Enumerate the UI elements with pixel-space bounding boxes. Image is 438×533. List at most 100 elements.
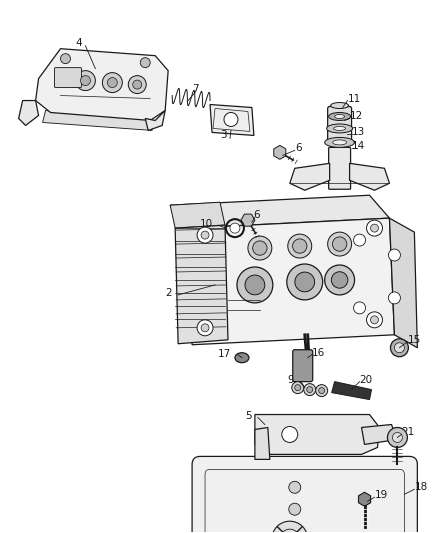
Circle shape <box>367 220 382 236</box>
Polygon shape <box>361 424 397 445</box>
Polygon shape <box>290 163 330 190</box>
Circle shape <box>197 227 213 243</box>
Circle shape <box>272 521 308 533</box>
Circle shape <box>60 54 71 63</box>
Ellipse shape <box>335 115 345 118</box>
Polygon shape <box>255 415 379 455</box>
Circle shape <box>102 72 122 93</box>
Text: 12: 12 <box>350 111 363 122</box>
Ellipse shape <box>331 102 349 109</box>
Circle shape <box>328 232 352 256</box>
Ellipse shape <box>328 112 350 120</box>
Circle shape <box>304 384 316 395</box>
Circle shape <box>201 324 209 332</box>
Text: 3: 3 <box>220 131 226 140</box>
Circle shape <box>367 312 382 328</box>
Circle shape <box>293 239 307 253</box>
Circle shape <box>388 427 407 447</box>
Circle shape <box>395 343 404 353</box>
Polygon shape <box>358 492 371 506</box>
Circle shape <box>389 249 400 261</box>
Ellipse shape <box>327 124 353 133</box>
Circle shape <box>75 71 95 91</box>
Circle shape <box>332 237 347 251</box>
Polygon shape <box>170 202 225 228</box>
Circle shape <box>237 267 273 303</box>
Circle shape <box>332 272 348 288</box>
Text: 6: 6 <box>295 143 301 154</box>
Circle shape <box>230 223 240 233</box>
Text: 10: 10 <box>200 219 213 229</box>
Text: 5: 5 <box>245 410 251 421</box>
Text: 11: 11 <box>348 93 361 103</box>
Polygon shape <box>332 382 371 400</box>
FancyBboxPatch shape <box>328 107 352 146</box>
Text: 17: 17 <box>218 349 231 359</box>
Circle shape <box>319 387 325 393</box>
Polygon shape <box>42 110 152 131</box>
Circle shape <box>201 231 209 239</box>
Circle shape <box>81 76 90 86</box>
Circle shape <box>289 503 301 515</box>
Circle shape <box>292 382 304 393</box>
Text: 14: 14 <box>352 141 365 151</box>
Text: 19: 19 <box>374 490 388 500</box>
Text: 9: 9 <box>288 375 294 385</box>
Circle shape <box>245 275 265 295</box>
Polygon shape <box>255 427 270 459</box>
Circle shape <box>316 385 328 397</box>
Circle shape <box>390 339 408 357</box>
Ellipse shape <box>325 138 355 148</box>
Text: 6: 6 <box>253 210 260 220</box>
Circle shape <box>128 76 146 94</box>
Circle shape <box>353 234 366 246</box>
Circle shape <box>371 316 378 324</box>
Circle shape <box>197 320 213 336</box>
Polygon shape <box>145 110 165 131</box>
Polygon shape <box>35 49 168 120</box>
FancyBboxPatch shape <box>192 456 417 533</box>
Circle shape <box>392 432 403 442</box>
Text: 4: 4 <box>75 38 82 48</box>
Circle shape <box>253 241 267 255</box>
Text: 16: 16 <box>312 348 325 358</box>
Text: 21: 21 <box>401 427 415 438</box>
Polygon shape <box>19 101 39 125</box>
FancyBboxPatch shape <box>54 68 81 87</box>
Polygon shape <box>170 195 389 228</box>
FancyBboxPatch shape <box>328 148 350 189</box>
Circle shape <box>224 112 238 126</box>
Polygon shape <box>350 163 389 190</box>
Circle shape <box>140 58 150 68</box>
Circle shape <box>307 386 313 393</box>
Ellipse shape <box>334 126 346 131</box>
Polygon shape <box>274 146 286 159</box>
Circle shape <box>295 272 314 292</box>
Circle shape <box>288 234 312 258</box>
Text: 15: 15 <box>407 335 420 345</box>
FancyBboxPatch shape <box>293 350 313 382</box>
Text: 13: 13 <box>352 127 365 138</box>
Text: 20: 20 <box>360 375 373 385</box>
Circle shape <box>295 385 301 391</box>
Polygon shape <box>175 225 228 344</box>
Circle shape <box>287 264 323 300</box>
Polygon shape <box>241 214 255 226</box>
Circle shape <box>353 302 366 314</box>
Circle shape <box>282 426 298 442</box>
Circle shape <box>325 265 355 295</box>
Text: 7: 7 <box>192 84 199 94</box>
Circle shape <box>371 224 378 232</box>
Circle shape <box>133 80 142 89</box>
Polygon shape <box>188 218 395 345</box>
Text: 2: 2 <box>165 288 172 298</box>
Ellipse shape <box>235 353 249 362</box>
Circle shape <box>107 78 117 87</box>
Polygon shape <box>210 104 254 135</box>
Circle shape <box>289 481 301 493</box>
Text: 18: 18 <box>414 482 427 492</box>
Ellipse shape <box>332 140 346 145</box>
Circle shape <box>248 236 272 260</box>
Circle shape <box>389 292 400 304</box>
Polygon shape <box>389 218 417 348</box>
